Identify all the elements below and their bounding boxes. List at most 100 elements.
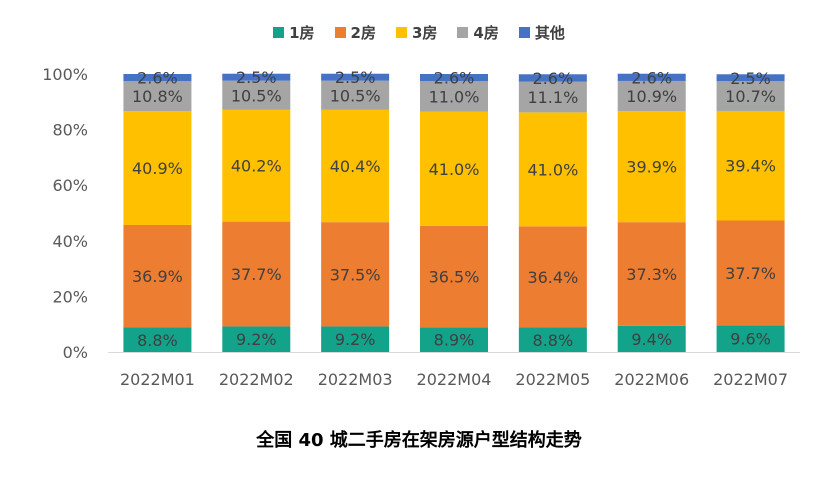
x-tick-label: 2022M03 — [318, 370, 393, 389]
data-label: 41.0% — [527, 160, 578, 179]
bar-segment-4 — [518, 81, 587, 113]
data-label: 8.8% — [533, 331, 574, 350]
bar-segment-3 — [222, 109, 291, 222]
legend-swatch — [273, 27, 285, 38]
bar-segment-2 — [321, 222, 390, 327]
bar-segment-4 — [420, 81, 488, 112]
bar-segment-5 — [123, 74, 192, 82]
bar-segment-4 — [321, 80, 390, 110]
data-label: 2.6% — [434, 69, 475, 88]
bar-segment-5 — [518, 74, 587, 82]
legend-label: 3房 — [411, 24, 438, 42]
data-label: 10.5% — [330, 86, 381, 105]
data-label: 9.6% — [730, 330, 771, 349]
legend-label: 1房 — [289, 24, 315, 42]
data-label: 8.9% — [434, 331, 475, 350]
data-label: 40.4% — [330, 157, 381, 176]
bar-segment-5 — [420, 74, 488, 82]
bar-segment-5 — [716, 74, 785, 82]
bar-segment-1 — [716, 325, 785, 352]
y-tick-label: 100% — [42, 65, 88, 84]
bar-segment-2 — [518, 226, 587, 328]
data-label: 10.9% — [626, 87, 677, 106]
data-label: 40.9% — [132, 159, 183, 178]
data-label: 11.1% — [527, 88, 578, 107]
data-label: 37.3% — [626, 265, 677, 284]
legend-item: 1房 — [273, 22, 315, 43]
y-tick-label: 20% — [52, 287, 88, 306]
bar-segment-1 — [222, 326, 291, 352]
data-label: 10.5% — [231, 86, 282, 105]
data-label: 37.7% — [725, 264, 776, 283]
legend-label: 其他 — [534, 24, 565, 42]
data-label: 37.5% — [330, 265, 381, 284]
bar-segment-3 — [518, 112, 587, 227]
data-label: 2.5% — [730, 69, 771, 88]
data-label: 2.6% — [533, 69, 574, 88]
data-label: 2.6% — [137, 69, 178, 88]
legend-swatch — [395, 27, 407, 38]
bar-segment-2 — [123, 224, 192, 328]
bar-segment-4 — [617, 80, 686, 112]
chart-title: 全国 40 城二手房在架房源户型结构走势 — [256, 430, 582, 451]
data-label: 10.7% — [725, 87, 776, 106]
data-label: 2.6% — [631, 68, 672, 87]
bar-segment-5 — [617, 73, 686, 81]
bar-segment-4 — [716, 81, 785, 111]
bar-segment-1 — [321, 326, 390, 352]
data-label: 9.4% — [631, 330, 672, 349]
bar-segment-5 — [321, 73, 390, 81]
data-label: 9.2% — [335, 330, 376, 349]
legend-item: 3房 — [395, 22, 438, 43]
x-tick-label: 2022M02 — [219, 370, 294, 389]
y-tick-label: 0% — [63, 343, 88, 362]
data-label: 36.5% — [429, 268, 480, 287]
bar-segment-3 — [617, 111, 686, 223]
chart-legend: 1房 2房 3房 4房 其他 — [0, 22, 838, 43]
data-label: 9.2% — [236, 330, 277, 349]
data-label: 2.5% — [335, 68, 376, 87]
bar-segment-3 — [420, 111, 488, 226]
y-tick-label: 80% — [52, 121, 88, 140]
y-tick-label: 40% — [52, 232, 88, 251]
bar-segment-1 — [617, 325, 686, 352]
data-label: 36.9% — [132, 267, 183, 286]
legend-swatch — [457, 27, 469, 38]
data-label: 41.0% — [429, 160, 480, 179]
bar-segment-1 — [420, 327, 488, 352]
bar-segment-2 — [716, 220, 785, 326]
data-label: 39.9% — [626, 158, 677, 177]
data-label: 39.4% — [725, 157, 776, 176]
data-label: 37.7% — [231, 265, 282, 284]
legend-item: 其他 — [518, 22, 565, 43]
legend-swatch — [518, 27, 530, 38]
stacked-bar-chart: 0%20%40%60%80%100%8.8%36.9%40.9%10.8%2.6… — [42, 65, 800, 389]
data-label: 11.0% — [429, 88, 480, 107]
bar-segment-3 — [123, 111, 192, 225]
x-tick-label: 2022M06 — [614, 370, 689, 389]
y-tick-label: 60% — [52, 176, 88, 195]
x-tick-label: 2022M04 — [417, 370, 492, 389]
legend-item: 4房 — [457, 22, 499, 43]
bar-segment-1 — [123, 327, 192, 352]
x-tick-label: 2022M01 — [120, 370, 195, 389]
legend-item: 2房 — [334, 22, 376, 43]
bar-segment-2 — [222, 221, 291, 327]
x-tick-label: 2022M07 — [713, 370, 788, 389]
data-label: 36.4% — [527, 268, 578, 287]
data-label: 10.8% — [132, 87, 183, 106]
bar-segment-5 — [222, 73, 291, 81]
bar-segment-3 — [321, 109, 390, 223]
bar-segment-2 — [617, 222, 686, 326]
data-label: 2.5% — [236, 68, 277, 87]
legend-swatch — [334, 27, 346, 38]
bar-segment-1 — [518, 327, 587, 352]
bar-segment-3 — [716, 110, 785, 221]
data-label: 8.8% — [137, 331, 178, 350]
data-label: 40.2% — [231, 157, 282, 176]
x-tick-label: 2022M05 — [515, 370, 590, 389]
legend-label: 4房 — [473, 24, 499, 42]
bar-segment-4 — [123, 81, 192, 112]
legend-label: 2房 — [350, 24, 376, 42]
bar-segment-2 — [420, 225, 488, 328]
